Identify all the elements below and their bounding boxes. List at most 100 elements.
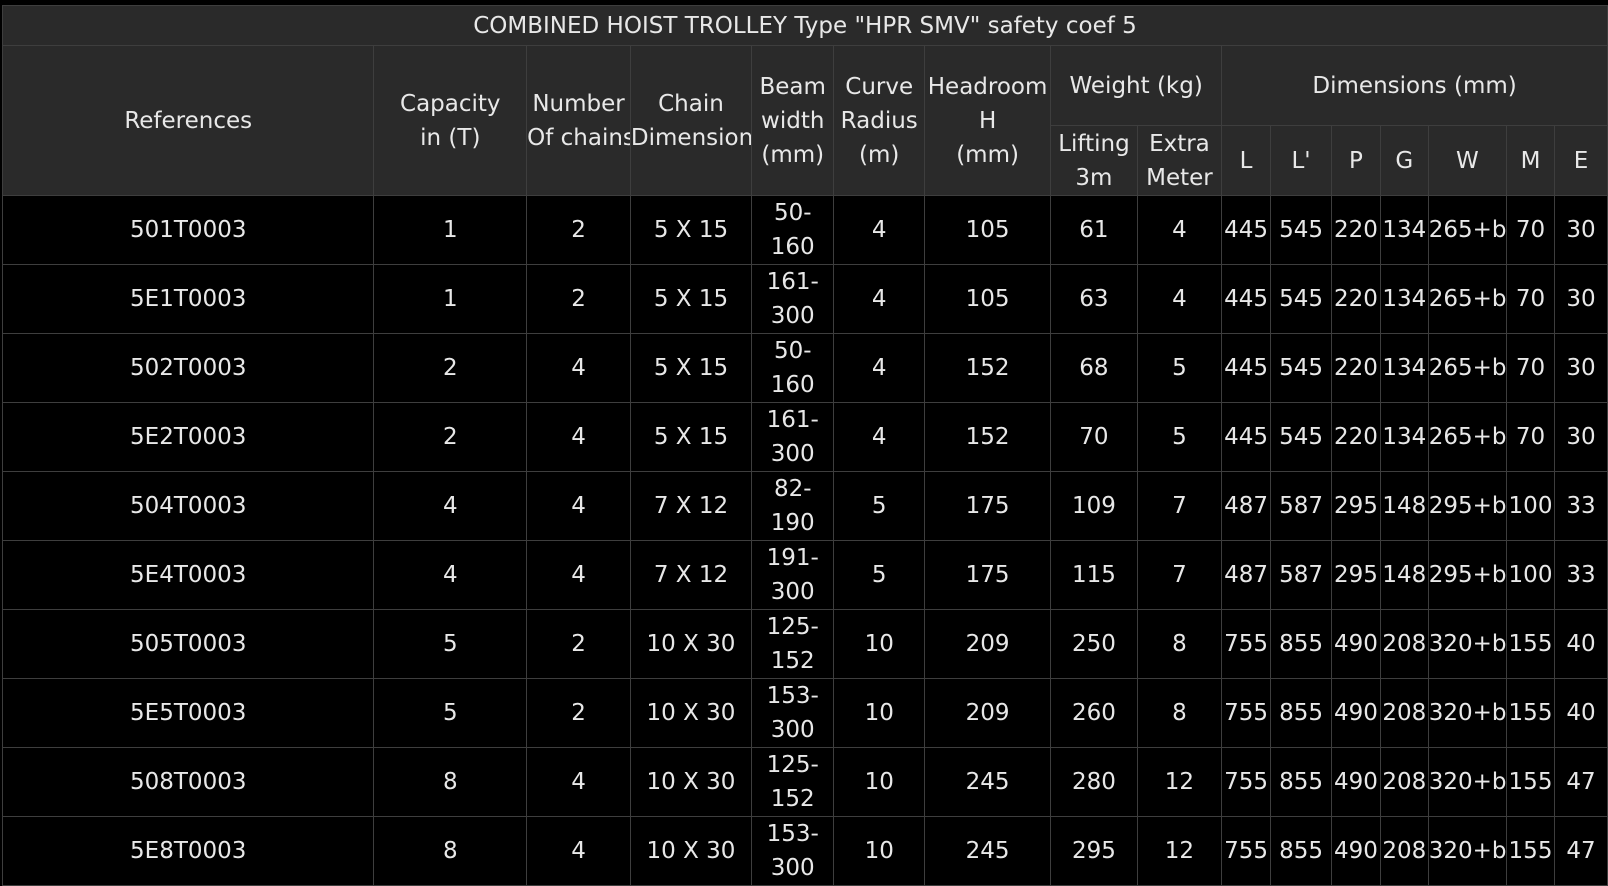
cell-weight-extra: 12 (1136, 816, 1223, 886)
cell-dim-l: 755 (1221, 816, 1271, 886)
cell-dim-w: 295+b (1427, 471, 1508, 541)
header-number-of-chains: Number Of chains (526, 45, 631, 196)
cell-chains: 2 (526, 678, 631, 748)
cell-chains: 4 (526, 747, 631, 817)
cell-weight-extra: 5 (1136, 402, 1223, 472)
cell-weight-extra: 5 (1136, 333, 1223, 403)
cell-weight-lifting: 260 (1050, 678, 1138, 748)
cell-dim-m: 155 (1506, 747, 1555, 817)
cell-dim-g: 208 (1379, 816, 1429, 886)
cell-dim-p: 490 (1331, 816, 1381, 886)
table-row: 501T0003 1 2 5 X 15 50-160 4 105 61 4 44… (1, 195, 1608, 265)
cell-curve-radius: 10 (833, 816, 925, 886)
table-title: COMBINED HOIST TROLLEY Type "HPR SMV" sa… (2, 5, 1608, 46)
cell-chain-dimension: 10 X 30 (629, 609, 753, 679)
cell-weight-lifting: 280 (1050, 747, 1138, 817)
cell-dim-p: 220 (1331, 195, 1381, 265)
cell-capacity: 2 (373, 333, 528, 403)
cell-dim-e: 30 (1553, 402, 1608, 472)
cell-headroom: 245 (923, 747, 1052, 817)
header-chain-dimension: Chain Dimension (629, 45, 753, 196)
cell-dim-m: 155 (1506, 816, 1555, 886)
cell-headroom: 152 (923, 402, 1052, 472)
header-curve-radius: Curve Radius (m) (833, 45, 925, 196)
header-dimensions-group: Dimensions (mm) (1221, 45, 1608, 126)
cell-reference: 508T0003 (1, 747, 375, 817)
cell-beam-width: 191- 300 (751, 540, 835, 610)
cell-chains: 2 (526, 195, 631, 265)
cell-beam-width: 125- 152 (751, 747, 835, 817)
cell-chains: 4 (526, 471, 631, 541)
cell-dim-l-prime: 855 (1269, 816, 1333, 886)
cell-dim-l-prime: 855 (1269, 747, 1333, 817)
cell-beam-width: 50-160 (751, 333, 835, 403)
cell-capacity: 4 (373, 540, 528, 610)
cell-capacity: 5 (373, 678, 528, 748)
cell-headroom: 175 (923, 540, 1052, 610)
cell-headroom: 105 (923, 264, 1052, 334)
table-row: 5E5T0003 5 2 10 X 30 153- 300 10 209 260 … (1, 678, 1608, 748)
cell-dim-e: 33 (1553, 540, 1608, 610)
cell-capacity: 8 (373, 747, 528, 817)
cell-capacity: 8 (373, 816, 528, 886)
cell-chain-dimension: 5 X 15 (629, 195, 753, 265)
header-dim-w: W (1427, 125, 1508, 196)
cell-headroom: 209 (923, 678, 1052, 748)
cell-capacity: 2 (373, 402, 528, 472)
header-dim-p: P (1331, 125, 1381, 196)
cell-dim-p: 490 (1331, 747, 1381, 817)
cell-headroom: 152 (923, 333, 1052, 403)
cell-reference: 5E4T0003 (1, 540, 375, 610)
cell-curve-radius: 10 (833, 747, 925, 817)
table-row: 505T0003 5 2 10 X 30 125- 152 10 209 250 … (1, 609, 1608, 679)
cell-dim-l-prime: 587 (1269, 471, 1333, 541)
cell-beam-width: 125- 152 (751, 609, 835, 679)
cell-chain-dimension: 5 X 15 (629, 402, 753, 472)
cell-dim-w: 320+b (1427, 816, 1508, 886)
cell-dim-m: 70 (1506, 264, 1555, 334)
cell-dim-p: 295 (1331, 540, 1381, 610)
cell-dim-m: 70 (1506, 402, 1555, 472)
cell-chain-dimension: 7 X 12 (629, 471, 753, 541)
cell-dim-l: 755 (1221, 747, 1271, 817)
cell-weight-lifting: 63 (1050, 264, 1138, 334)
cell-dim-w: 265+b (1427, 264, 1508, 334)
cell-weight-extra: 7 (1136, 471, 1223, 541)
cell-chains: 4 (526, 333, 631, 403)
cell-dim-e: 47 (1553, 816, 1608, 886)
cell-weight-lifting: 70 (1050, 402, 1138, 472)
cell-dim-e: 47 (1553, 747, 1608, 817)
cell-weight-extra: 8 (1136, 609, 1223, 679)
cell-dim-l-prime: 587 (1269, 540, 1333, 610)
cell-headroom: 105 (923, 195, 1052, 265)
table-row: 504T0003 4 4 7 X 12 82-190 5 175 109 7 4… (1, 471, 1608, 541)
cell-dim-m: 100 (1506, 540, 1555, 610)
cell-dim-p: 490 (1331, 678, 1381, 748)
cell-capacity: 5 (373, 609, 528, 679)
cell-weight-extra: 4 (1136, 195, 1223, 265)
cell-weight-lifting: 250 (1050, 609, 1138, 679)
cell-curve-radius: 5 (833, 471, 925, 541)
cell-dim-l: 445 (1221, 195, 1271, 265)
cell-weight-lifting: 68 (1050, 333, 1138, 403)
cell-weight-lifting: 109 (1050, 471, 1138, 541)
cell-headroom: 209 (923, 609, 1052, 679)
cell-weight-lifting: 61 (1050, 195, 1138, 265)
cell-dim-m: 100 (1506, 471, 1555, 541)
spec-table-page: COMBINED HOIST TROLLEY Type "HPR SMV" sa… (1, 5, 1608, 886)
cell-curve-radius: 5 (833, 540, 925, 610)
table-header: COMBINED HOIST TROLLEY Type "HPR SMV" sa… (1, 5, 1608, 196)
cell-weight-lifting: 295 (1050, 816, 1138, 886)
cell-dim-g: 134 (1379, 402, 1429, 472)
cell-dim-l: 487 (1221, 540, 1271, 610)
cell-dim-w: 320+b (1427, 678, 1508, 748)
table-body: 501T0003 1 2 5 X 15 50-160 4 105 61 4 44… (1, 195, 1608, 886)
cell-dim-g: 148 (1379, 471, 1429, 541)
cell-dim-l: 445 (1221, 264, 1271, 334)
cell-chain-dimension: 10 X 30 (629, 678, 753, 748)
cell-curve-radius: 4 (833, 195, 925, 265)
table-row: 502T0003 2 4 5 X 15 50-160 4 152 68 5 44… (1, 333, 1608, 403)
cell-dim-e: 40 (1553, 678, 1608, 748)
cell-weight-extra: 8 (1136, 678, 1223, 748)
cell-capacity: 4 (373, 471, 528, 541)
